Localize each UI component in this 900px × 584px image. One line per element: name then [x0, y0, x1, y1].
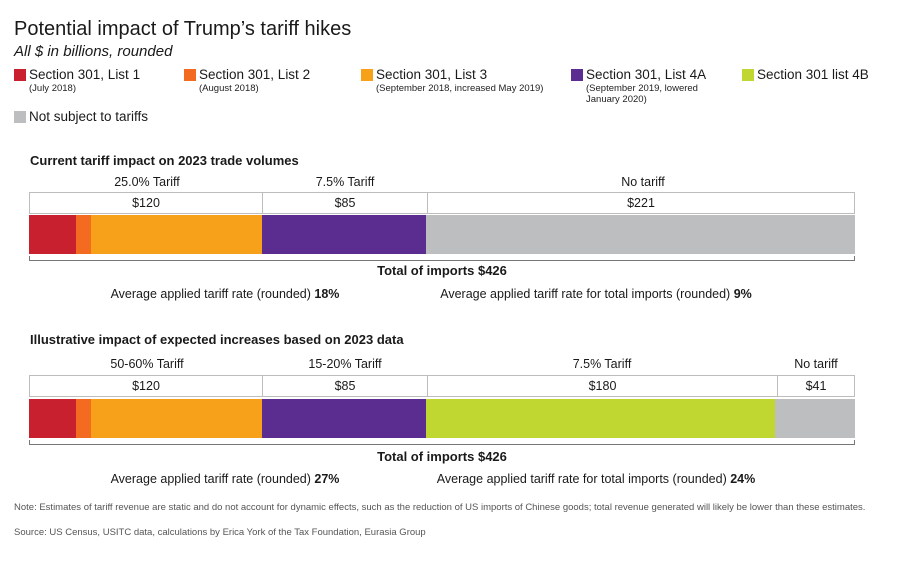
legend-label-list2: Section 301, List 2 [199, 67, 311, 82]
chart2-group-label-15-20: 15-20% Tariff [308, 357, 382, 371]
chart2-value-box-180: $180 [427, 375, 777, 397]
chart1-avg-rate-text: Average applied tariff rate (rounded) [110, 287, 315, 301]
source-note: Source: US Census, USITC data, calculati… [14, 527, 426, 538]
legend-item-list1: Section 301, List 1 (July 2018) [14, 66, 140, 94]
chart2-bar-segment-section-301-list-4a [261, 399, 427, 438]
chart1-bar-segment-not-subject-to-tariffs [426, 215, 855, 254]
chart-title: Potential impact of Trump’s tariff hikes [14, 18, 352, 40]
chart2-group-label-7-5: 7.5% Tariff [572, 357, 632, 371]
chart2-avg-total-rate-text: Average applied tariff rate for total im… [436, 472, 731, 486]
legend-swatch-list4a [571, 69, 583, 81]
legend-sub-list3: (September 2018, increased May 2019) [376, 83, 544, 94]
chart2-bar-segment-not-subject-to-tariffs [775, 399, 855, 438]
legend-label-list4a: Section 301, List 4A [586, 67, 707, 82]
chart2-group-label-none: No tariff [794, 357, 838, 371]
chart2-stacked-bar [29, 399, 855, 438]
legend-label-list3: Section 301, List 3 [376, 67, 488, 82]
footnote: Note: Estimates of tariff revenue are st… [14, 502, 866, 513]
chart1-group-label-25: 25.0% Tariff [114, 175, 180, 189]
legend-label-no-tariff: Not subject to tariffs [29, 109, 149, 124]
chart1-bar-segment-section-301-list-4a [261, 215, 427, 254]
chart1-avg-rate: Average applied tariff rate (rounded) 18… [111, 287, 340, 301]
chart1-title: Current tariff impact on 2023 trade volu… [30, 153, 299, 168]
legend-swatch-list4b [742, 69, 754, 81]
legend-swatch-list3 [361, 69, 373, 81]
chart1-total-bracket [29, 256, 855, 261]
chart1-value-box-85: $85 [262, 192, 427, 214]
chart2-avg-total-rate-value: 24% [730, 472, 756, 486]
chart1-value-box-120: $120 [29, 192, 262, 214]
legend-item-no-tariff: Not subject to tariffs [14, 108, 148, 125]
legend-swatch-no-tariff [14, 111, 26, 123]
chart2-bar-segment-section-301-list-1 [29, 399, 76, 438]
legend-item-list2: Section 301, List 2 (August 2018) [184, 66, 310, 94]
chart2-value-box-85: $85 [262, 375, 427, 397]
legend-label-list1: Section 301, List 1 [29, 67, 141, 82]
chart2-total-bracket [29, 440, 855, 445]
chart2-bar-segment-section-301-list-2 [75, 399, 92, 438]
chart1-bar-segment-section-301-list-1 [29, 215, 76, 254]
chart2-bar-segment-section-301-list-3 [91, 399, 262, 438]
chart1-avg-total-rate-value: 9% [733, 287, 752, 301]
legend-label-list4b: Section 301 list 4B [757, 67, 869, 82]
chart2-avg-total-rate: Average applied tariff rate for total im… [437, 472, 755, 486]
chart2-avg-rate-text: Average applied tariff rate (rounded) [110, 472, 315, 486]
legend-swatch-list1 [14, 69, 26, 81]
chart1-avg-total-rate: Average applied tariff rate for total im… [440, 287, 752, 301]
legend-item-list4b: Section 301 list 4B [742, 66, 869, 83]
chart2-value-box-41: $41 [777, 375, 855, 397]
chart2-bar-segment-section-301-list-4b [426, 399, 776, 438]
chart1-value-box-221: $221 [427, 192, 855, 214]
chart1-group-label-none: No tariff [621, 175, 665, 189]
chart1-stacked-bar [29, 215, 855, 254]
legend-item-list3: Section 301, List 3 (September 2018, inc… [361, 66, 543, 94]
legend-swatch-list2 [184, 69, 196, 81]
chart1-total-label: Total of imports $426 [377, 263, 507, 278]
chart2-group-label-50-60: 50-60% Tariff [110, 357, 184, 371]
legend-sub-list1: (July 2018) [29, 83, 76, 94]
chart2-title: Illustrative impact of expected increase… [30, 332, 404, 347]
legend-sub-list4a: (September 2019, lowered January 2020) [586, 83, 698, 105]
legend-sub-list2: (August 2018) [199, 83, 259, 94]
legend-item-list4a: Section 301, List 4A (September 2019, lo… [571, 66, 716, 105]
chart2-avg-rate-value: 27% [314, 472, 340, 486]
chart1-avg-rate-value: 18% [314, 287, 340, 301]
chart2-avg-rate: Average applied tariff rate (rounded) 27… [111, 472, 340, 486]
chart1-bar-segment-section-301-list-2 [75, 215, 92, 254]
chart1-bar-segment-section-301-list-3 [91, 215, 262, 254]
chart1-group-label-7-5: 7.5% Tariff [315, 175, 375, 189]
chart2-total-label: Total of imports $426 [377, 449, 507, 464]
chart-subtitle: All $ in billions, rounded [14, 43, 173, 60]
chart2-value-box-120: $120 [29, 375, 262, 397]
chart1-avg-total-rate-text: Average applied tariff rate for total im… [440, 287, 734, 301]
